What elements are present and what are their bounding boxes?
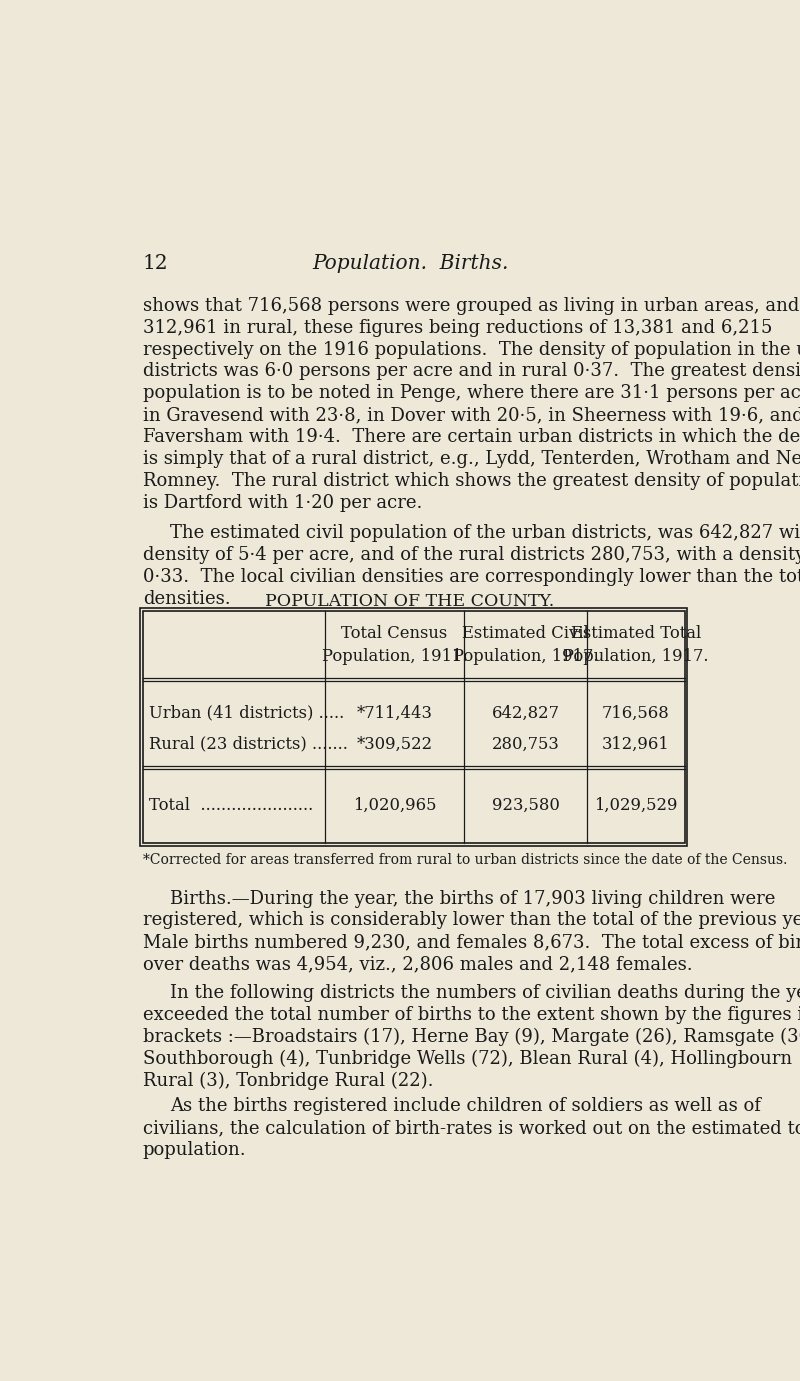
- Text: registered, which is considerably lower than the total of the previous year.: registered, which is considerably lower …: [142, 911, 800, 929]
- Text: 0·33.  The local civilian densities are correspondingly lower than the total: 0·33. The local civilian densities are c…: [142, 568, 800, 586]
- Text: 280,753: 280,753: [491, 736, 559, 753]
- Text: As the births registered include children of soldiers as well as of: As the births registered include childre…: [170, 1098, 761, 1116]
- Text: 923,580: 923,580: [491, 797, 559, 815]
- Bar: [140, 609, 687, 845]
- Text: POPULATION OF THE COUNTY.: POPULATION OF THE COUNTY.: [266, 592, 554, 610]
- Text: 1,029,529: 1,029,529: [594, 797, 678, 815]
- Text: *711,443: *711,443: [357, 704, 433, 722]
- Text: Faversham with 19·4.  There are certain urban districts in which the density: Faversham with 19·4. There are certain u…: [142, 428, 800, 446]
- Text: Total  ......................: Total ......................: [149, 797, 313, 815]
- Text: respectively on the 1916 populations.  The density of population in the urban: respectively on the 1916 populations. Th…: [142, 341, 800, 359]
- Text: 716,568: 716,568: [602, 704, 670, 722]
- Text: is simply that of a rural district, e.g., Lydd, Tenterden, Wrotham and New: is simply that of a rural district, e.g.…: [142, 450, 800, 468]
- Text: Estimated Civil
Population, 1917.: Estimated Civil Population, 1917.: [453, 624, 598, 666]
- Text: 1,020,965: 1,020,965: [353, 797, 436, 815]
- Text: *309,522: *309,522: [357, 736, 433, 753]
- Text: *Corrected for areas transferred from rural to urban districts since the date of: *Corrected for areas transferred from ru…: [142, 852, 787, 866]
- Text: Population.  Births.: Population. Births.: [312, 254, 508, 273]
- Text: Romney.  The rural district which shows the greatest density of population: Romney. The rural district which shows t…: [142, 472, 800, 490]
- Text: Rural (3), Tonbridge Rural (22).: Rural (3), Tonbridge Rural (22).: [142, 1072, 433, 1090]
- Text: districts was 6·0 persons per acre and in rural 0·37.  The greatest density of: districts was 6·0 persons per acre and i…: [142, 362, 800, 380]
- Text: exceeded the total number of births to the extent shown by the figures in: exceeded the total number of births to t…: [142, 1007, 800, 1025]
- Text: is Dartford with 1·20 per acre.: is Dartford with 1·20 per acre.: [142, 494, 422, 512]
- Text: density of 5·4 per acre, and of the rural districts 280,753, with a density of: density of 5·4 per acre, and of the rura…: [142, 545, 800, 563]
- Text: brackets :—Broadstairs (17), Herne Bay (9), Margate (26), Ramsgate (30),: brackets :—Broadstairs (17), Herne Bay (…: [142, 1027, 800, 1047]
- Bar: [142, 610, 685, 844]
- Text: Births.—During the year, the births of 17,903 living children were: Births.—During the year, the births of 1…: [170, 889, 775, 907]
- Text: In the following districts the numbers of civilian deaths during the year: In the following districts the numbers o…: [170, 985, 800, 1003]
- Text: 312,961: 312,961: [602, 736, 670, 753]
- Text: 12: 12: [142, 254, 168, 273]
- Text: over deaths was 4,954, viz., 2,806 males and 2,148 females.: over deaths was 4,954, viz., 2,806 males…: [142, 956, 692, 974]
- Text: 642,827: 642,827: [491, 704, 559, 722]
- Text: densities.: densities.: [142, 590, 230, 608]
- Text: Southborough (4), Tunbridge Wells (72), Blean Rural (4), Hollingbourn: Southborough (4), Tunbridge Wells (72), …: [142, 1050, 792, 1069]
- Text: Total Census
Population, 1911.: Total Census Population, 1911.: [322, 624, 467, 666]
- Text: 312,961 in rural, these figures being reductions of 13,381 and 6,215: 312,961 in rural, these figures being re…: [142, 319, 772, 337]
- Text: population.: population.: [142, 1141, 246, 1159]
- Text: Rural (23 districts) .......: Rural (23 districts) .......: [149, 736, 348, 753]
- Text: Urban (41 districts) .....: Urban (41 districts) .....: [149, 704, 344, 722]
- Text: Estimated Total
Population, 1917.: Estimated Total Population, 1917.: [563, 624, 709, 666]
- Text: in Gravesend with 23·8, in Dover with 20·5, in Sheerness with 19·6, and in: in Gravesend with 23·8, in Dover with 20…: [142, 406, 800, 424]
- Text: shows that 716,568 persons were grouped as living in urban areas, and: shows that 716,568 persons were grouped …: [142, 297, 799, 315]
- Text: The estimated civil population of the urban districts, was 642,827 with a: The estimated civil population of the ur…: [170, 523, 800, 541]
- Text: Male births numbered 9,230, and females 8,673.  The total excess of births: Male births numbered 9,230, and females …: [142, 934, 800, 952]
- Text: population is to be noted in Penge, where there are 31·1 persons per acre,: population is to be noted in Penge, wher…: [142, 384, 800, 402]
- Text: civilians, the calculation of birth-rates is worked out on the estimated total: civilians, the calculation of birth-rate…: [142, 1120, 800, 1138]
